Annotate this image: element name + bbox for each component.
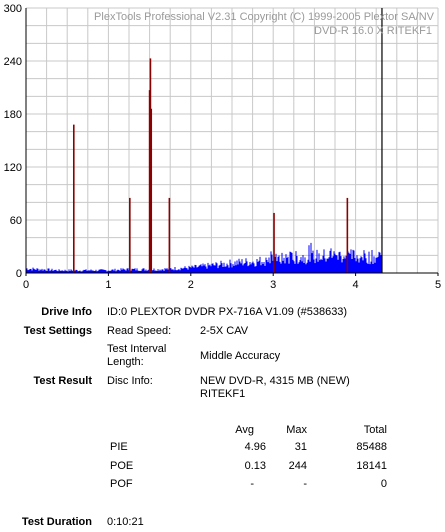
y-tick-label: 300: [4, 3, 22, 15]
read-speed-label: Read Speed:: [107, 325, 172, 337]
stats-row-poe-total: 18141: [356, 460, 387, 472]
x-tick-label: 2: [188, 279, 194, 291]
drive-info-value: ID:0 PLEXTOR DVDR PX-716A V1.09 (#538633…: [107, 306, 348, 318]
read-speed-value: 2-5X CAV: [200, 325, 249, 337]
stats-row-pof-max: -: [303, 478, 307, 490]
stats-row-pie-avg: 4.96: [244, 441, 266, 453]
drive-info-label: Drive Info: [41, 306, 92, 318]
x-tick-label: 5: [435, 279, 441, 291]
error-chart: 0 1 2 3 4 5 0 60 120 180 240 300 PlexTools Professi…: [4, 3, 441, 291]
x-tick-label: 4: [353, 279, 359, 291]
x-tick-label: 1: [105, 279, 111, 291]
disc-info-value: NEW DVD-R, 4315 MB (NEW) RITEKF1: [200, 375, 350, 400]
chart-disc-annotation: DVD-R 16.0 X RITEKF1: [314, 25, 432, 37]
stats-header-total: Total: [363, 424, 387, 436]
stats-row-poe-avg: 0.13: [244, 460, 266, 472]
stats-row-poe-max: 244: [288, 460, 307, 472]
x-tick-label: 0: [23, 279, 29, 291]
chart-axes: [25, 8, 439, 276]
y-tick-label: 0: [16, 268, 22, 280]
stats-row-pof-avg: -: [250, 478, 254, 490]
stats-row-poe-name: POE: [110, 460, 134, 472]
test-settings-label: Test Settings: [23, 325, 92, 337]
tick-labels: 0 1 2 3 4 5 0 60 120 180 240 300: [4, 3, 441, 291]
y-tick-label: 180: [4, 109, 22, 121]
test-interval-label: Test Interval Length:: [107, 343, 167, 368]
chart-grid: [25, 7, 439, 274]
x-tick-label: 3: [270, 279, 276, 291]
y-tick-label: 120: [4, 162, 22, 174]
test-duration-value: 0:10:21: [107, 516, 144, 528]
stats-header-max: Max: [286, 424, 307, 436]
chart-copyright-annotation: PlexTools Professional V2.31 Copyright (…: [94, 11, 435, 23]
test-result-label: Test Result: [33, 375, 92, 387]
y-tick-label: 240: [4, 56, 22, 68]
stats-row-pof-name: POF: [110, 478, 133, 490]
test-duration-label: Test Duration: [21, 516, 92, 528]
pie-background-series: [25, 242, 382, 273]
stats-row-pof-total: 0: [380, 478, 387, 490]
poe-spike-series: [72, 58, 349, 273]
y-tick-label: 60: [10, 215, 22, 227]
test-interval-value: Middle Accuracy: [200, 350, 281, 362]
stats-row-pie-name: PIE: [110, 441, 128, 453]
stats-row-pie-max: 31: [294, 441, 307, 453]
stats-row-pie-total: 85488: [356, 441, 387, 453]
disc-info-label: Disc Info:: [107, 375, 153, 387]
stats-header-avg: Avg: [235, 424, 254, 436]
